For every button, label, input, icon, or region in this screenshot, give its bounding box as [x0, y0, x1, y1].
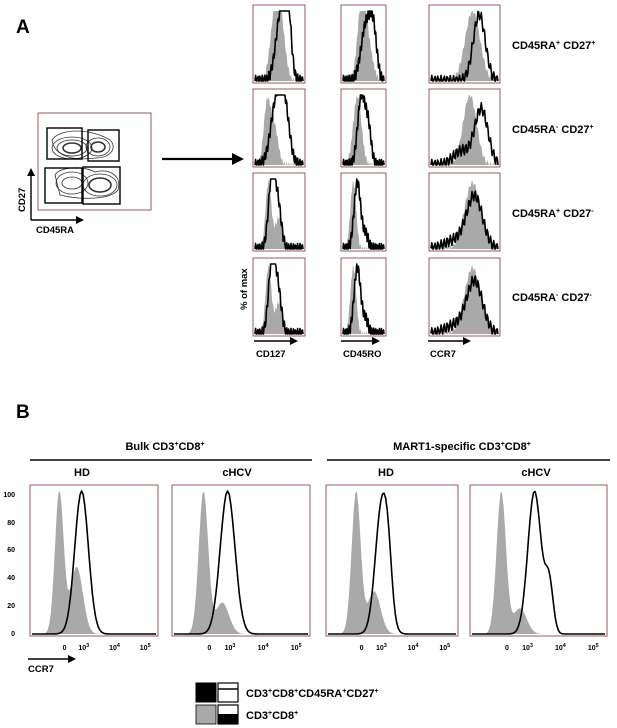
hist-r1-c2-filled-series [343, 11, 384, 81]
x-tick-2-3: 104 [258, 643, 270, 652]
subheader-chcv-1: cHCV [222, 467, 252, 479]
ccr7-panel-1: 0 103 104 105 [29, 484, 159, 652]
legend-swatch-open [217, 682, 239, 703]
gate-box-bl [44, 167, 83, 204]
y-tick-20: 20 [7, 603, 15, 610]
hist-r4-c2-open-series [342, 263, 385, 335]
ccr7-panel-3-frame [325, 484, 459, 637]
group-header-mart1: MART1-specific CD3+CD8+ [393, 441, 531, 453]
hist-r4-c1-open-series [254, 263, 304, 335]
hist-r1-c3-open-series [430, 10, 499, 82]
hist-r4-c2-filled-series [343, 266, 384, 334]
x-tick-4-1: 0 [505, 645, 509, 652]
y-tick-40: 40 [7, 575, 15, 582]
x-tick-4-4: 105 [588, 643, 599, 652]
legend-swatch-grey [195, 704, 217, 725]
x-tick-1-2: 103 [78, 643, 89, 652]
hist-r1-c1-open-series [254, 10, 304, 82]
ccr7-panel-3-open-series [328, 492, 456, 635]
y-tick-0: 0 [11, 631, 15, 638]
ccr7-panel-2-frame [171, 484, 311, 637]
col-label-ccr7: CCR7 [430, 349, 456, 360]
hist-r4-c3-open-series [430, 275, 499, 335]
col-label-cd45ro: CD45RO [343, 349, 382, 360]
x-tick-3-1: 0 [360, 645, 364, 652]
ccr7-panel-3-filled-series [328, 491, 456, 634]
gate-x-arrowhead [76, 216, 84, 224]
ccr7-panel-2: 0 103 104 105 [171, 484, 311, 652]
legend-label-1: CD3+CD8+CD45RA+CD27+ [246, 688, 379, 700]
subheader-hd-1: HD [74, 467, 90, 479]
x-tick-3-3: 104 [408, 643, 420, 652]
y-tick-60: 60 [7, 547, 15, 554]
legend-label-2: CD3+CD8+ [246, 710, 298, 722]
gate-y-arrowhead [27, 168, 35, 176]
ccr7-panel-4: 0 103 104 105 [469, 484, 608, 652]
legend: CD3+CD8+CD45RA+CD27+ CD3+CD8+ [195, 682, 379, 725]
ccr7-arrowhead [68, 655, 76, 663]
row-labels: CD45RA+ CD27+ CD45RA- CD27+ CD45RA+ CD27… [512, 40, 595, 304]
hist-r2-c2-open-series [342, 94, 385, 166]
ccr7-panel-1-filled-series [32, 491, 156, 634]
group-header-bulk: Bulk CD3+CD8+ [125, 441, 204, 453]
subheader-chcv-2: cHCV [521, 467, 551, 479]
hist-r2-c2-filled-series [343, 95, 384, 165]
gating-plot: CD27 CD45RA [17, 112, 152, 236]
ccr7-panel-1-frame [29, 484, 159, 637]
subheader-hd-2: HD [378, 467, 394, 479]
x-tick-3-4: 105 [439, 643, 450, 652]
ccr7-histograms: 0 103 104 105 0 103 104 105 0 103 104 105 0 103 104 105 [29, 484, 608, 652]
gate-box-tl [46, 127, 83, 160]
hist-r3-c1-filled-series [255, 179, 303, 249]
x-tick-2-2: 103 [225, 643, 236, 652]
hist-r3-c2-filled-series [343, 181, 384, 249]
hist-r4-c1-filled-series [255, 264, 303, 334]
x-tick-4-3: 104 [555, 643, 567, 652]
row-label-3: CD45RA+ CD27- [512, 208, 594, 220]
hist-r1-c2-open-series [342, 10, 385, 82]
percent-of-max-label: % of max [239, 268, 250, 310]
flow-arrow-head [232, 153, 244, 165]
hist-r2-c3-filled-series [431, 95, 498, 165]
gate-box-tr [87, 129, 120, 162]
histogram-grid [252, 4, 501, 337]
hist-r1-c1-filled-series [255, 11, 303, 81]
panel-a-x-axes [254, 337, 471, 345]
x-tick-3-2: 103 [376, 643, 387, 652]
gate-box-br [82, 166, 121, 205]
y-ticks: 100 80 60 40 20 0 [3, 492, 15, 638]
y-tick-80: 80 [7, 520, 15, 527]
ccr7-panel-1-open-series [32, 490, 156, 635]
ccr7-panel-4-open-series [472, 490, 605, 635]
x-tick-1-3: 104 [109, 643, 121, 652]
ccr7-panel-2-filled-series [174, 491, 308, 634]
hist-r3-c3-open-series [430, 190, 499, 250]
ccr7-panel-3: 0 103 104 105 [325, 484, 459, 652]
row-label-1: CD45RA+ CD27+ [512, 40, 595, 52]
ccr7-axis-label: CCR7 [28, 664, 54, 675]
row-label-2: CD45RA- CD27+ [512, 124, 594, 136]
legend-swatch-half-fill [218, 714, 238, 724]
y-tick-100: 100 [3, 492, 15, 499]
gate-x-label: CD45RA [36, 225, 74, 236]
x-tick-1-1: 0 [63, 645, 67, 652]
x-tick-2-1: 0 [207, 645, 211, 652]
legend-swatch-black [195, 682, 217, 703]
x-tick-1-4: 105 [140, 643, 151, 652]
gate-y-label: CD27 [17, 188, 28, 212]
hist-r2-c1-open-series [254, 94, 304, 166]
row-label-4: CD45RA- CD27- [512, 292, 593, 304]
x-tick-2-4: 105 [291, 643, 302, 652]
x-tick-4-2: 103 [522, 643, 533, 652]
ccr7-panel-2-open-series [174, 490, 308, 635]
ccr7-panel-4-filled-series [472, 491, 605, 634]
panel-b-letter: B [16, 402, 30, 423]
panel-a-letter: A [16, 17, 30, 38]
col-label-cd127: CD127 [256, 349, 286, 360]
hist-r3-c1-open-series [254, 178, 304, 250]
hist-r1-c3-filled-series [431, 11, 498, 81]
hist-r2-c3-open-series [430, 102, 499, 166]
hist-r3-c2-open-series [342, 178, 385, 250]
